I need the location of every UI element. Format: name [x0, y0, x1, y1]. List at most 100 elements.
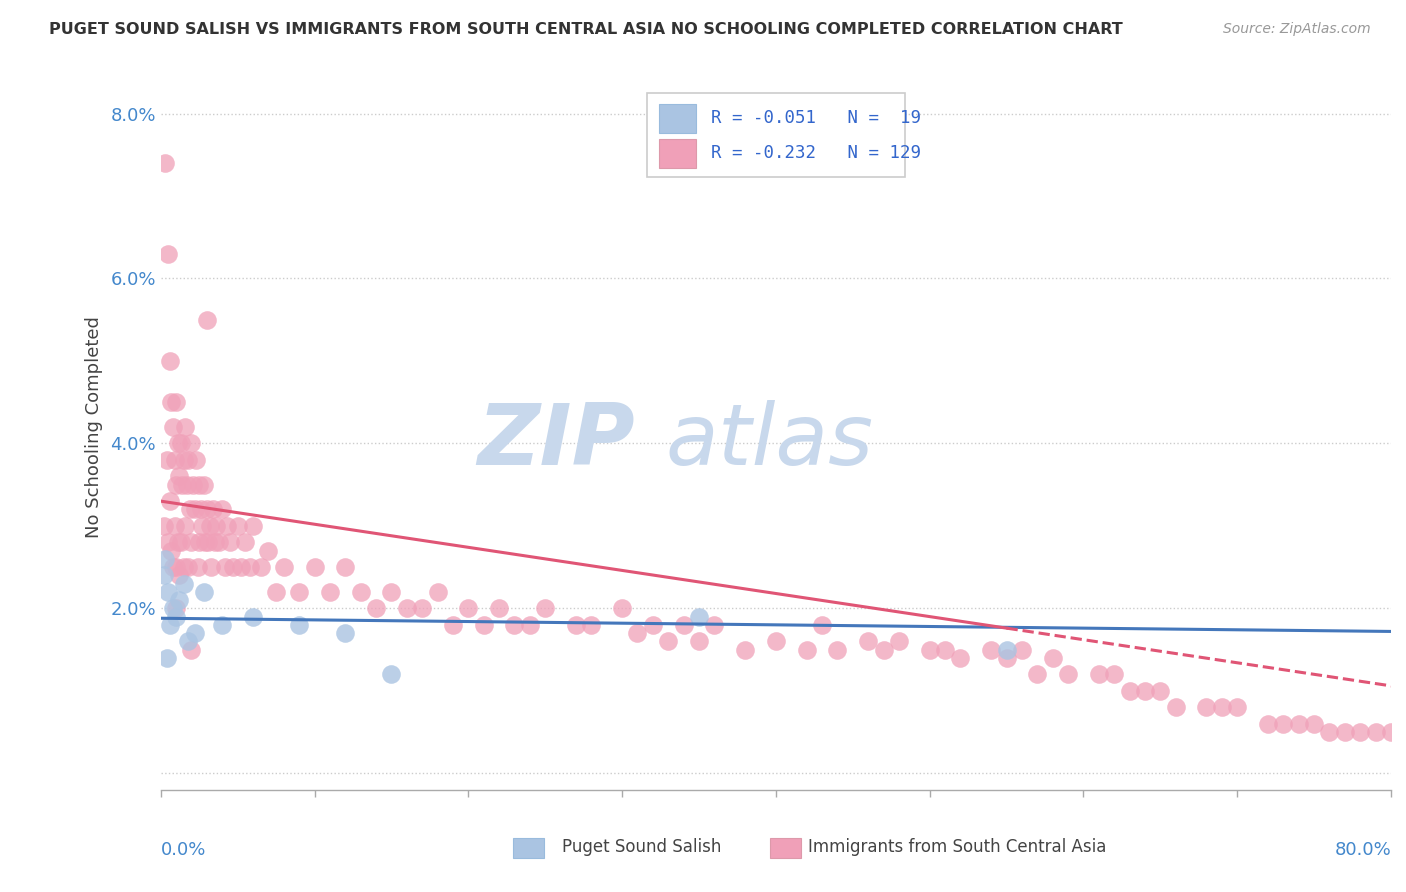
- Point: [153, 519, 176, 533]
- Point: [170, 535, 193, 549]
- Point: [160, 543, 183, 558]
- Point: [395, 601, 418, 615]
- Point: [688, 609, 710, 624]
- Point: [1088, 667, 1111, 681]
- Point: [233, 535, 256, 549]
- Point: [179, 502, 201, 516]
- Point: [949, 650, 972, 665]
- Point: [534, 601, 557, 615]
- Point: [641, 617, 664, 632]
- Point: [187, 560, 209, 574]
- Point: [918, 642, 941, 657]
- Point: [167, 593, 190, 607]
- Point: [980, 642, 1002, 657]
- Point: [242, 609, 264, 624]
- Point: [159, 354, 181, 368]
- Point: [214, 560, 236, 574]
- Point: [190, 502, 212, 516]
- Point: [872, 642, 894, 657]
- Point: [1133, 683, 1156, 698]
- Text: Immigrants from South Central Asia: Immigrants from South Central Asia: [808, 838, 1107, 856]
- Point: [264, 585, 287, 599]
- Point: [162, 560, 184, 574]
- Text: 80.0%: 80.0%: [1334, 840, 1391, 859]
- Point: [364, 601, 387, 615]
- Point: [194, 535, 217, 549]
- Point: [222, 560, 245, 574]
- Point: [288, 585, 311, 599]
- Point: [167, 568, 190, 582]
- Point: [1118, 683, 1140, 698]
- Point: [167, 469, 190, 483]
- Point: [1272, 716, 1295, 731]
- Point: [335, 560, 357, 574]
- Point: [166, 535, 188, 549]
- Point: [426, 585, 449, 599]
- Point: [193, 477, 215, 491]
- Point: [181, 477, 204, 491]
- Point: [441, 617, 464, 632]
- Point: [183, 502, 205, 516]
- Point: [193, 585, 215, 599]
- Point: [155, 156, 177, 170]
- Point: [811, 617, 834, 632]
- Point: [195, 502, 218, 516]
- Point: [242, 519, 264, 533]
- Text: R = -0.232   N = 129: R = -0.232 N = 129: [710, 145, 921, 162]
- Point: [165, 601, 187, 615]
- Point: [319, 585, 342, 599]
- Point: [239, 560, 262, 574]
- Point: [165, 477, 187, 491]
- Point: [211, 502, 233, 516]
- Point: [288, 617, 311, 632]
- Point: [335, 626, 357, 640]
- Text: ZIP: ZIP: [477, 400, 634, 483]
- Point: [273, 560, 295, 574]
- Point: [1288, 716, 1310, 731]
- Point: [176, 477, 198, 491]
- Point: [1149, 683, 1171, 698]
- Point: [177, 453, 200, 467]
- Point: [688, 634, 710, 648]
- Text: Puget Sound Salish: Puget Sound Salish: [562, 838, 721, 856]
- Text: 0.0%: 0.0%: [160, 840, 207, 859]
- Point: [765, 634, 787, 648]
- Point: [177, 560, 200, 574]
- Point: [202, 502, 225, 516]
- Point: [163, 453, 186, 467]
- Point: [156, 650, 179, 665]
- Point: [1319, 725, 1341, 739]
- Point: [457, 601, 479, 615]
- Point: [380, 585, 402, 599]
- Point: [827, 642, 849, 657]
- Point: [1164, 700, 1187, 714]
- Point: [249, 560, 271, 574]
- Point: [153, 568, 176, 582]
- Point: [173, 576, 195, 591]
- Point: [1348, 725, 1371, 739]
- Point: [626, 626, 648, 640]
- Point: [1026, 667, 1049, 681]
- Point: [1334, 725, 1357, 739]
- Point: [170, 436, 193, 450]
- Point: [198, 519, 221, 533]
- Point: [519, 617, 541, 632]
- Point: [380, 667, 402, 681]
- Point: [211, 617, 233, 632]
- FancyBboxPatch shape: [647, 93, 905, 177]
- Point: [177, 634, 200, 648]
- Point: [162, 420, 184, 434]
- Point: [565, 617, 588, 632]
- Point: [166, 436, 188, 450]
- Point: [157, 585, 180, 599]
- Point: [180, 436, 202, 450]
- Point: [188, 477, 211, 491]
- FancyBboxPatch shape: [659, 139, 696, 168]
- Point: [1379, 725, 1402, 739]
- Point: [157, 246, 180, 260]
- Point: [703, 617, 725, 632]
- Point: [157, 535, 180, 549]
- Point: [657, 634, 679, 648]
- Point: [180, 642, 202, 657]
- Point: [197, 535, 219, 549]
